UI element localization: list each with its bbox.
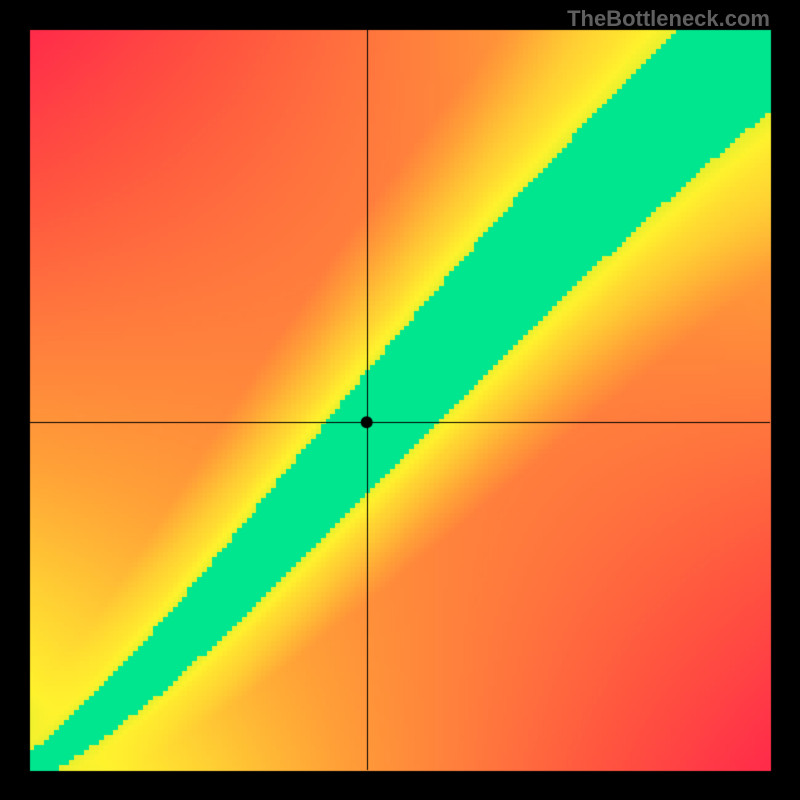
heatmap-canvas xyxy=(0,0,800,800)
bottleneck-chart: TheBottleneck.com xyxy=(0,0,800,800)
watermark-text: TheBottleneck.com xyxy=(567,6,770,32)
